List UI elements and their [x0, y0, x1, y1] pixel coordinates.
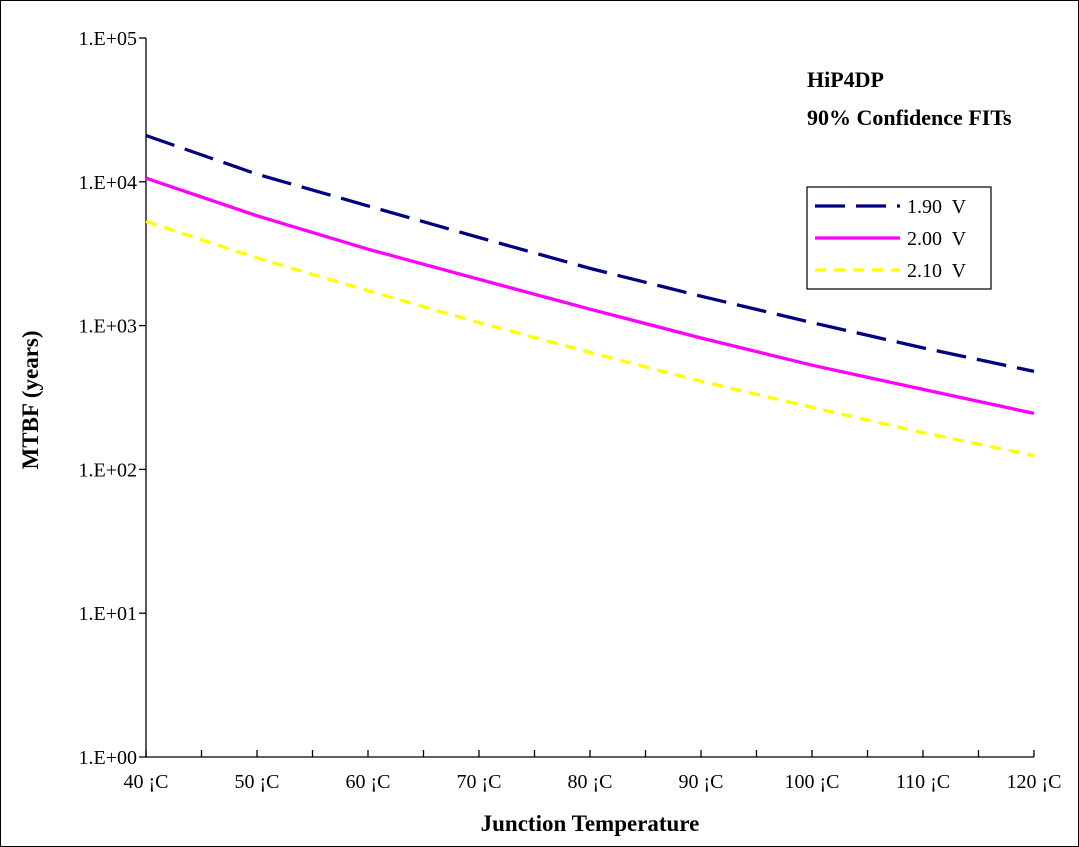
chart-title-line-2: 90% Confidence FITs [807, 105, 1012, 130]
series-line-3 [145, 219, 1035, 458]
x-tick-label: 60 ¡C [346, 771, 391, 793]
legend-label-2: 2.00 V [907, 228, 967, 250]
y-axis-title: MTBF (years) [18, 330, 43, 469]
series-line-2 [145, 176, 1035, 416]
y-tick-label: 1.E+00 [79, 747, 138, 769]
y-tick-label: 1.E+04 [79, 172, 138, 194]
chart-title-line-1: HiP4DP [807, 67, 884, 92]
y-tick-label: 1.E+05 [79, 28, 138, 50]
x-tick-label: 70 ¡C [457, 771, 502, 793]
y-tick-label: 1.E+02 [79, 459, 138, 481]
x-tick-label: 100 ¡C [785, 771, 840, 793]
legend: 1.90 V 2.00 V 2.10 V [806, 186, 992, 290]
x-tick-label: 90 ¡C [679, 771, 724, 793]
axes [145, 38, 1034, 758]
series-line-1 [145, 133, 1035, 374]
y-axis-ticks: 1.E+00 1.E+01 1.E+02 1.E+03 1.E+04 1.E+05 [79, 28, 146, 769]
y-tick-label: 1.E+03 [79, 316, 138, 338]
y-tick-label: 1.E+01 [79, 603, 138, 625]
x-tick-label: 120 ¡C [1007, 771, 1062, 793]
series-lines [145, 133, 1035, 458]
x-tick-label: 50 ¡C [235, 771, 280, 793]
x-axis-ticks: 40 ¡C 50 ¡C 60 ¡C 70 ¡C 80 ¡C 90 ¡C 100 ¡C 110 … [124, 750, 1062, 793]
x-tick-label: 110 ¡C [896, 771, 950, 793]
x-tick-label: 80 ¡C [568, 771, 613, 793]
x-tick-label: 40 ¡C [124, 771, 169, 793]
legend-label-1: 1.90 V [907, 196, 967, 218]
x-axis-title: Junction Temperature [481, 811, 700, 836]
legend-label-3: 2.10 V [907, 260, 967, 282]
